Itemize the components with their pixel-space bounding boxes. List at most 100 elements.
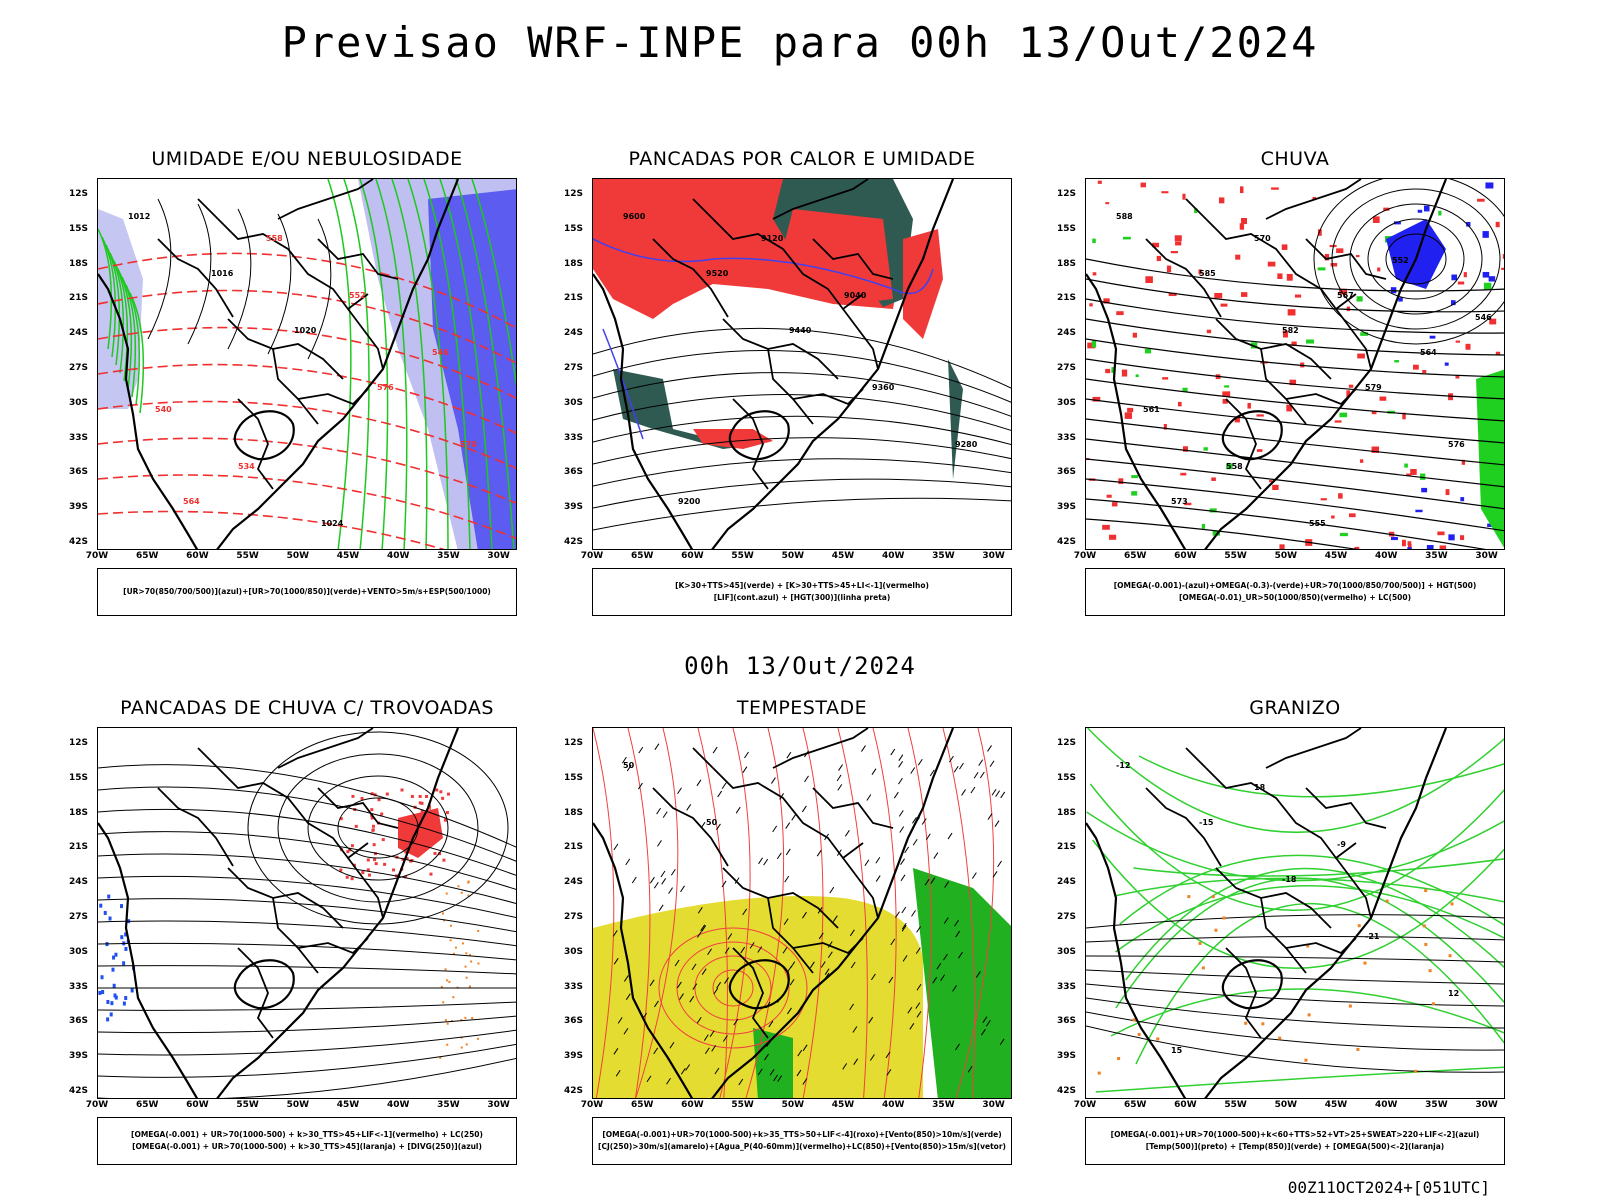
lat-tick-label: 27S <box>1057 912 1077 922</box>
lat-tick-label: 42S <box>564 537 584 547</box>
lon-tick-label: 50W <box>781 551 805 561</box>
legend-line: [OMEGA(-0.001) + UR>70(1000-500) + k>30_… <box>132 1142 482 1151</box>
lat-tick-label: 27S <box>564 363 584 373</box>
lat-tick-label: 24S <box>69 328 89 339</box>
contour-label: -18 <box>1282 875 1297 884</box>
contour-label: 9600 <box>623 212 646 221</box>
contour-label: 9520 <box>706 269 729 278</box>
map-area: -12 -15 -18 -21 12 15 18 -9 <box>1085 727 1505 1099</box>
lon-tick-label: 45W <box>1324 551 1348 561</box>
lon-tick-label: 60W <box>186 551 209 561</box>
lat-tick-label: 36S <box>564 467 584 478</box>
contour-label: 1024 <box>321 519 344 528</box>
panel-title: PANCADAS DE CHUVA C/ TROVOADAS <box>120 697 494 719</box>
panel-legend: [K>30+TTS>45](verde) + [K>30+TTS>45+LI<-… <box>592 568 1012 616</box>
lon-tick-label: 70W <box>580 551 604 561</box>
legend-line: [CJ(250)>30m/s](amarelo)+[Agua_P(40-60mm… <box>598 1142 1006 1151</box>
contour-label: 546 <box>1475 313 1492 322</box>
main-title: Previsao WRF-INPE para 00h 13/Out/2024 <box>281 18 1319 67</box>
lon-tick-label: 45W <box>336 551 360 561</box>
legend-line: [OMEGA(-0.001)-(azul)+OMEGA(-0.3)-(verde… <box>1113 581 1477 590</box>
lat-tick-label: 21S <box>69 293 89 304</box>
lat-tick-label: 33S <box>1057 981 1077 992</box>
contour-label: 567 <box>1337 291 1354 300</box>
panel-title: GRANIZO <box>1249 697 1341 719</box>
lat-tick-label: 18S <box>1057 258 1077 269</box>
lon-tick-label: 40W <box>881 551 905 561</box>
legend-line: [K>30+TTS>45](verde) + [K>30+TTS>45+LI<-… <box>675 581 929 590</box>
lon-tick-label: 50W <box>286 551 310 561</box>
contour-label: 1012 <box>128 212 150 221</box>
lat-tick-label: 36S <box>69 467 89 478</box>
contour-label: 579 <box>1365 383 1382 392</box>
weather-map-svg <box>98 728 516 1098</box>
contour-label: 564 <box>1420 348 1437 357</box>
lat-tick-label: 33S <box>564 981 584 992</box>
map-area: 1012 1016 1020 576 570 564 558 552 546 540 534 1024 <box>97 178 517 550</box>
panel-pancadas-calor: PANCADAS POR CALOR E UMIDADE 9600 9520 9440… <box>564 148 1012 616</box>
lat-tick-label: 39S <box>1057 502 1077 513</box>
contour-label: 9280 <box>955 440 978 449</box>
contour-label: 588 <box>1116 212 1133 221</box>
lat-tick-label: 24S <box>564 877 584 888</box>
panel-title: CHUVA <box>1260 148 1330 170</box>
run-footer: 00Z11OCT2024+[051UTC] <box>1287 1178 1490 1197</box>
lat-tick-label: 39S <box>69 1051 89 1062</box>
lat-tick-label: 39S <box>564 502 584 513</box>
contour-label: 561 <box>1143 405 1160 414</box>
map-area <box>97 727 517 1099</box>
contour-label: 582 <box>1282 326 1299 335</box>
lon-tick-label: 30W <box>487 1100 510 1110</box>
lat-tick-label: 12S <box>69 738 89 748</box>
lon-tick-label: 60W <box>1174 1100 1197 1110</box>
lat-tick-label: 15S <box>564 223 584 234</box>
contour-label: 18 <box>1254 783 1266 792</box>
lon-tick-label: 45W <box>831 1100 855 1110</box>
lat-tick-label: 12S <box>564 738 584 748</box>
panel-granizo: GRANIZO -12 -15 -18 -21 12 15 18 -9 12S 15S 18S 21S 2… <box>1057 697 1505 1165</box>
lon-tick-label: 35W <box>932 551 955 561</box>
lat-tick-label: 36S <box>1057 467 1077 478</box>
lon-tick-label: 60W <box>186 1100 209 1110</box>
lat-tick-label: 30S <box>1057 397 1077 408</box>
contour-label: 570 <box>1254 234 1271 243</box>
contour-label: 15 <box>1171 1046 1183 1055</box>
lat-tick-label: 30S <box>564 946 584 957</box>
lon-tick-label: 50W <box>781 1100 805 1110</box>
lat-tick-label: 21S <box>1057 842 1077 853</box>
lon-tick-label: 30W <box>1475 551 1498 561</box>
contour-label: 552 <box>349 291 366 300</box>
lon-tick-label: 50W <box>1274 551 1298 561</box>
lat-tick-label: 24S <box>69 877 89 888</box>
lat-tick-label: 15S <box>69 772 89 783</box>
lon-tick-label: 50W <box>1274 1100 1298 1110</box>
panel-legend: [OMEGA(-0.001)+UR>70(1000-500)+k>35_TTS>… <box>592 1117 1012 1165</box>
lat-tick-label: 18S <box>69 807 89 818</box>
lat-tick-label: 30S <box>1057 946 1077 957</box>
lat-tick-label: 27S <box>69 363 89 373</box>
lon-tick-label: 55W <box>1224 1100 1247 1110</box>
lon-tick-label: 70W <box>85 551 109 561</box>
lat-tick-label: 42S <box>1057 537 1077 547</box>
lon-tick-label: 40W <box>386 551 410 561</box>
lon-tick-label: 35W <box>1425 551 1448 561</box>
legend-line: [Temp(500)](preto) + [Temp(850)](verde) … <box>1145 1142 1445 1151</box>
lat-tick-label: 36S <box>1057 1016 1077 1027</box>
panel-legend: [UR>70(850/700/500)](azul)+[UR>70(1000/8… <box>97 568 517 616</box>
lon-tick-label: 65W <box>135 1100 159 1110</box>
lat-tick-label: 24S <box>1057 328 1077 339</box>
contour-label: 50 <box>706 818 718 827</box>
contour-label: 9040 <box>844 291 867 300</box>
lat-tick-label: 12S <box>69 189 89 199</box>
weather-map-svg: 1012 1016 1020 576 570 564 558 552 546 540 534 1024 <box>98 179 516 549</box>
lat-tick-label: 21S <box>69 842 89 853</box>
lat-tick-label: 24S <box>1057 877 1077 888</box>
contour-label: 9120 <box>761 234 784 243</box>
lat-tick-label: 39S <box>69 502 89 513</box>
lat-tick-label: 15S <box>564 772 584 783</box>
lat-tick-label: 39S <box>1057 1051 1077 1062</box>
lon-tick-label: 70W <box>1073 551 1097 561</box>
lon-tick-label: 65W <box>1123 551 1147 561</box>
legend-line: [OMEGA(-0.01)_UR>50(1000/850)(vermelho) … <box>1178 593 1412 602</box>
lat-tick-label: 36S <box>69 1016 89 1027</box>
